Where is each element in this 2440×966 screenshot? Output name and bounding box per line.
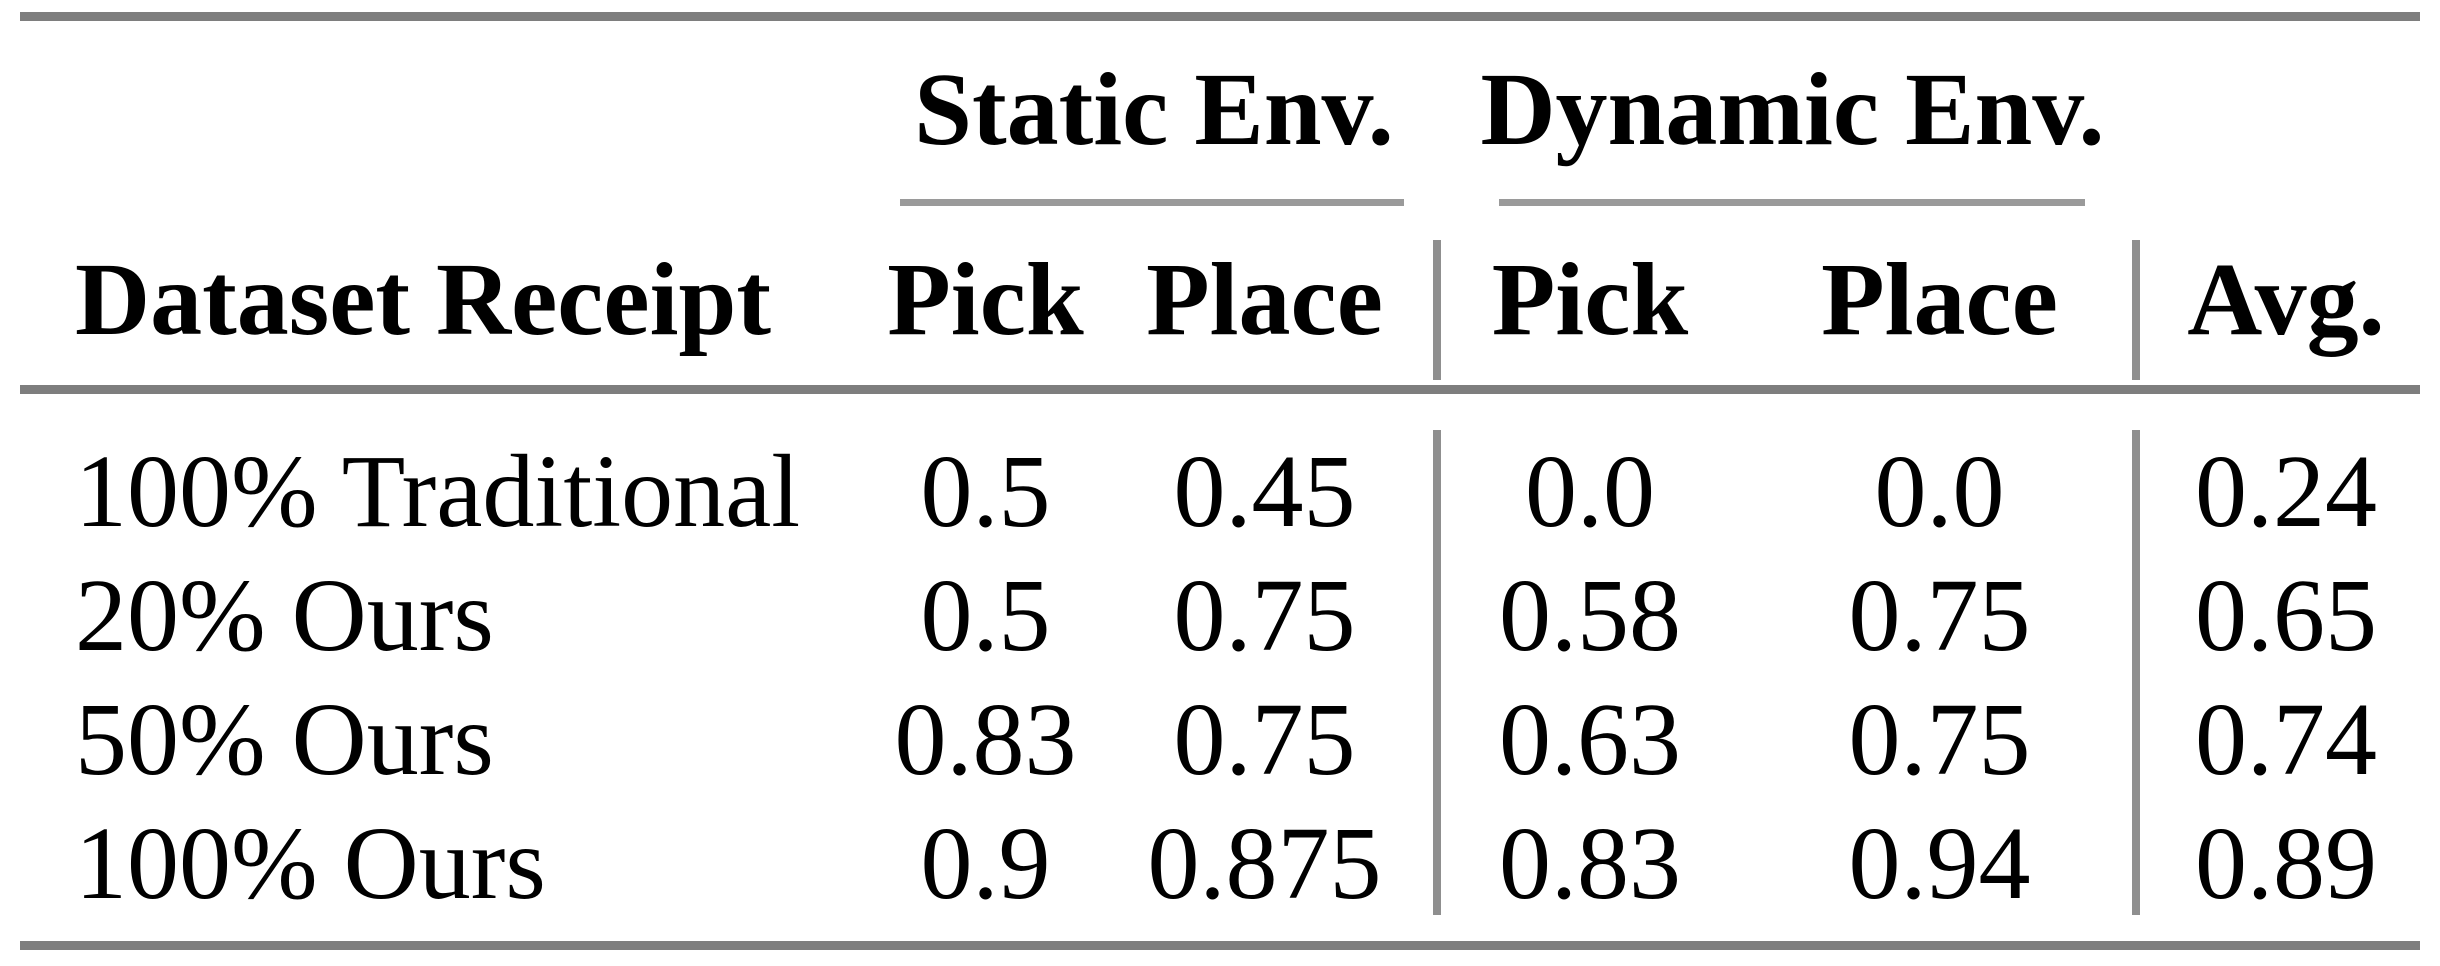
cell-dynamic-pick: 0.83	[1499, 806, 1681, 921]
static-env-underline	[900, 199, 1404, 206]
header-dynamic-pick: Pick	[1491, 242, 1689, 357]
cell-dynamic-pick: 0.0	[1525, 434, 1655, 549]
dynamic-env-underline	[1499, 199, 2085, 206]
header-dataset-receipt: Dataset Receipt	[75, 242, 771, 357]
cell-static-pick: 0.83	[894, 682, 1077, 797]
header-midrule	[20, 385, 2420, 394]
cell-dynamic-place: 0.0	[1874, 434, 2005, 549]
top-rule	[20, 12, 2420, 21]
cell-avg: 0.74	[2195, 682, 2377, 797]
cell-static-pick: 0.5	[920, 558, 1051, 673]
column-group-static-env: Static Env.	[914, 52, 1394, 167]
cell-dynamic-pick: 0.58	[1499, 558, 1681, 673]
vertical-divider-1-lower	[1433, 430, 1441, 915]
cell-static-pick: 0.5	[920, 434, 1051, 549]
cell-static-place: 0.75	[1173, 558, 1356, 673]
cell-static-place: 0.875	[1147, 806, 1382, 921]
row-label: 100% Ours	[75, 806, 546, 921]
header-avg: Avg.	[2187, 242, 2385, 357]
cell-dynamic-place: 0.75	[1848, 682, 2031, 797]
header-static-pick: Pick	[887, 242, 1084, 357]
cell-dynamic-place: 0.75	[1848, 558, 2031, 673]
bottom-rule	[20, 941, 2420, 950]
column-group-dynamic-env: Dynamic Env.	[1480, 52, 2105, 167]
cell-static-pick: 0.9	[920, 806, 1051, 921]
row-label: 20% Ours	[75, 558, 494, 673]
table-grid: Static Env. Dynamic Env. Dataset Receipt…	[20, 0, 2420, 966]
vertical-divider-2-lower	[2132, 430, 2140, 915]
row-label: 50% Ours	[75, 682, 494, 797]
vertical-divider-2-upper	[2132, 240, 2140, 380]
header-dynamic-place: Place	[1821, 242, 2058, 357]
cell-avg: 0.65	[2195, 558, 2377, 673]
cell-avg: 0.24	[2195, 434, 2377, 549]
cell-avg: 0.89	[2195, 806, 2377, 921]
header-static-place: Place	[1146, 242, 1383, 357]
cell-static-place: 0.75	[1173, 682, 1356, 797]
cell-static-place: 0.45	[1173, 434, 1356, 549]
cell-dynamic-place: 0.94	[1848, 806, 2031, 921]
vertical-divider-1-upper	[1433, 240, 1441, 380]
cell-dynamic-pick: 0.63	[1499, 682, 1681, 797]
row-label: 100% Traditional	[75, 434, 801, 549]
